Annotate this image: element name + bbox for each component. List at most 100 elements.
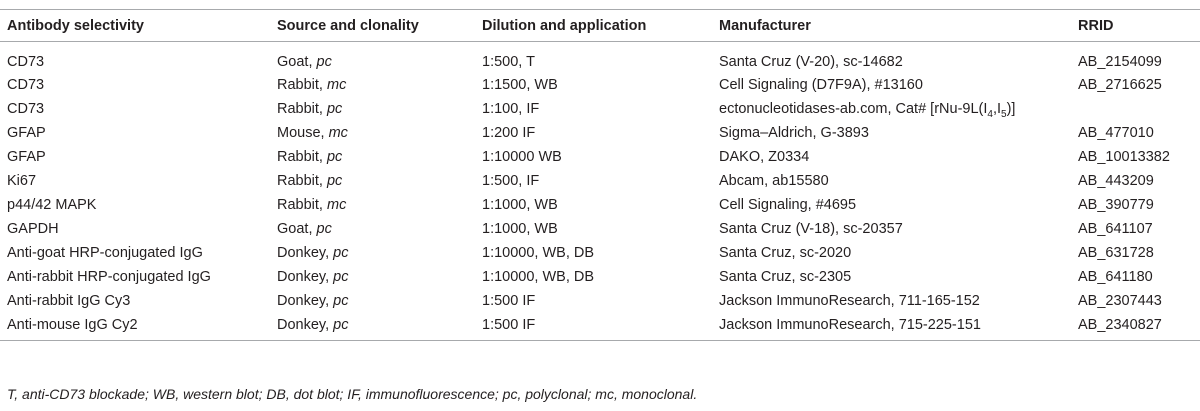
antibody-selectivity-text: Ki67 [7, 173, 37, 189]
antibody-selectivity-text: Anti-rabbit HRP-conjugated IgG [7, 269, 211, 285]
dilution-text: 1:1500, WB [482, 77, 558, 93]
header-manufacturer: Manufacturer [712, 9, 1071, 42]
rrid-text: AB_631728 [1078, 245, 1154, 261]
source-species-text: Goat [277, 53, 309, 70]
cell-antibody-selectivity: Ki67 [0, 169, 270, 193]
clonality-text: mc [328, 125, 348, 141]
cell-rrid: AB_2716625 [1071, 73, 1200, 97]
cell-manufacturer: Jackson ImmunoResearch, 711-165-152 [712, 289, 1071, 313]
manufacturer-text: Cell Signaling, #4695 [719, 197, 857, 213]
subscript-text: 5 [1001, 108, 1007, 120]
cell-rrid: AB_631728 [1071, 241, 1200, 265]
dilution-text: 1:200 IF [482, 125, 536, 141]
cell-rrid: AB_10013382 [1071, 145, 1200, 169]
cell-source-clonality: Donkey, pc [277, 293, 349, 309]
source-species-text: Donkey [277, 269, 326, 285]
source-species-text: Mouse [277, 125, 321, 141]
clonality-text: pc [326, 173, 343, 189]
cell-dilution-application: 1:500 IF [475, 313, 712, 341]
rrid-text: AB_641107 [1078, 221, 1153, 237]
header-rrid: RRID [1071, 9, 1200, 42]
source-species-text: Rabbit [277, 101, 319, 117]
antibody-selectivity-text: Anti-goat HRP-conjugated IgG [7, 245, 203, 261]
cell-antibody-selectivity: CD73 [0, 97, 270, 121]
cell-rrid [1071, 97, 1200, 121]
cell-antibody-selectivity: CD73 [0, 73, 270, 97]
table-row: GFAP Mouse, mc 1:200 IF Sigma–Aldrich, G-38… [0, 121, 1200, 145]
table-header: Antibody selectivity Source and clonalit… [0, 9, 1200, 42]
manufacturer-text: Abcam, ab15580 [719, 173, 829, 189]
clonality-text: pc [316, 221, 332, 237]
dilution-text: 1:10000 WB [482, 149, 562, 165]
source-species-text: Goat [277, 221, 309, 237]
clonality-text: pc [326, 101, 343, 117]
cell-source-clonality: Goat, pc [277, 221, 332, 237]
subscript-text: 4 [987, 108, 993, 120]
cell-antibody-selectivity: Anti-rabbit IgG Cy3 [0, 289, 270, 313]
clonality-text: pc [316, 53, 332, 70]
dilution-text: 1:1000, WB [482, 221, 558, 237]
antibody-table: Antibody selectivity Source and clonalit… [0, 9, 1200, 341]
antibody-selectivity-text: CD73 [7, 77, 45, 93]
cell-dilution-application: 1:1000, WB [475, 193, 712, 217]
cell-rrid: AB_2307443 [1071, 289, 1200, 313]
header-row: Antibody selectivity Source and clonalit… [0, 9, 1200, 42]
cell-manufacturer: Santa Cruz (V-18), sc-20357 [712, 217, 1071, 241]
antibody-selectivity-text: Anti-rabbit IgG Cy3 [7, 293, 131, 309]
dilution-text: 1:500 IF [482, 293, 536, 309]
source-species-text: Rabbit [277, 77, 319, 93]
table-row: Ki67 Rabbit, pc 1:500, IF Abcam, ab15580 AB_… [0, 169, 1200, 193]
rrid-text: AB_2716625 [1078, 77, 1162, 93]
table-row: GFAP Rabbit, pc 1:10000 WB DAKO, Z0334 AB_10… [0, 145, 1200, 169]
cell-rrid: AB_641180 [1071, 265, 1200, 289]
cell-dilution-application: 1:1000, WB [475, 217, 712, 241]
table-row: p44/42 MAPK Rabbit, mc 1:1000, WB Cell Sign… [0, 193, 1200, 217]
cell-manufacturer: Cell Signaling, #4695 [712, 193, 1071, 217]
source-species-text: Donkey [277, 293, 326, 309]
cell-source-clonality: Rabbit, pc [277, 101, 343, 117]
cell-manufacturer: Cell Signaling (D7F9A), #13160 [712, 73, 1071, 97]
cell-antibody-selectivity: Anti-mouse IgG Cy2 [0, 313, 270, 341]
cell-antibody-selectivity: p44/42 MAPK [0, 193, 270, 217]
dilution-text: 1:500 IF [482, 317, 536, 333]
clonality-text: pc [333, 245, 349, 261]
cell-dilution-application: 1:500 IF [475, 289, 712, 313]
manufacturer-text: ectonucleotidases-ab.com, Cat# [rNu-9L(I [719, 101, 988, 117]
rrid-text: AB_2154099 [1078, 53, 1162, 70]
clonality-text: mc [326, 77, 347, 93]
cell-rrid: AB_443209 [1071, 169, 1200, 193]
manufacturer-text-end: )] [1006, 101, 1016, 117]
dilution-text: 1:500, T [482, 53, 535, 70]
dilution-text: 1:500, IF [482, 173, 540, 189]
antibody-selectivity-text: CD73 [7, 53, 45, 70]
table-body: CD73 Goat, pc 1:500, T Santa Cruz (V-20), s… [0, 42, 1200, 341]
cell-antibody-selectivity: GFAP [0, 145, 270, 169]
antibody-selectivity-text: GFAP [7, 125, 46, 141]
cell-dilution-application: 1:10000, WB, DB [475, 241, 712, 265]
cell-rrid: AB_2154099 [1071, 42, 1200, 74]
cell-source-clonality: Goat, pc [277, 53, 332, 70]
manufacturer-text: Jackson ImmunoResearch, 715-225-151 [719, 317, 981, 333]
dilution-text: 1:10000, WB, DB [482, 245, 595, 261]
cell-rrid: AB_641107 [1071, 217, 1200, 241]
clonality-text: pc [333, 317, 349, 333]
cell-rrid: AB_477010 [1071, 121, 1200, 145]
table-footnote: T, anti-CD73 blockade; WB, western blot;… [7, 386, 698, 402]
cell-dilution-application: 1:500, IF [475, 169, 712, 193]
cell-dilution-application: 1:10000 WB [475, 145, 712, 169]
dilution-text: 1:10000, WB, DB [482, 269, 595, 285]
cell-source-clonality: Mouse, mc [277, 125, 348, 141]
rrid-text: AB_2340827 [1078, 317, 1162, 333]
cell-manufacturer: Santa Cruz, sc-2020 [712, 241, 1071, 265]
manufacturer-text: Santa Cruz, sc-2305 [719, 269, 852, 285]
antibody-selectivity-text: GFAP [7, 149, 46, 165]
rrid-text: AB_477010 [1078, 125, 1154, 141]
cell-source-clonality: Rabbit, mc [277, 77, 347, 93]
manufacturer-text: DAKO, Z0334 [719, 149, 810, 165]
source-species-text: Rabbit [277, 197, 319, 213]
table-row: CD73 Goat, pc 1:500, T Santa Cruz (V-20), s… [0, 42, 1200, 74]
cell-antibody-selectivity: Anti-rabbit HRP-conjugated IgG [0, 265, 270, 289]
antibody-selectivity-text: CD73 [7, 101, 45, 117]
cell-source-clonality: Donkey, pc [277, 269, 349, 285]
